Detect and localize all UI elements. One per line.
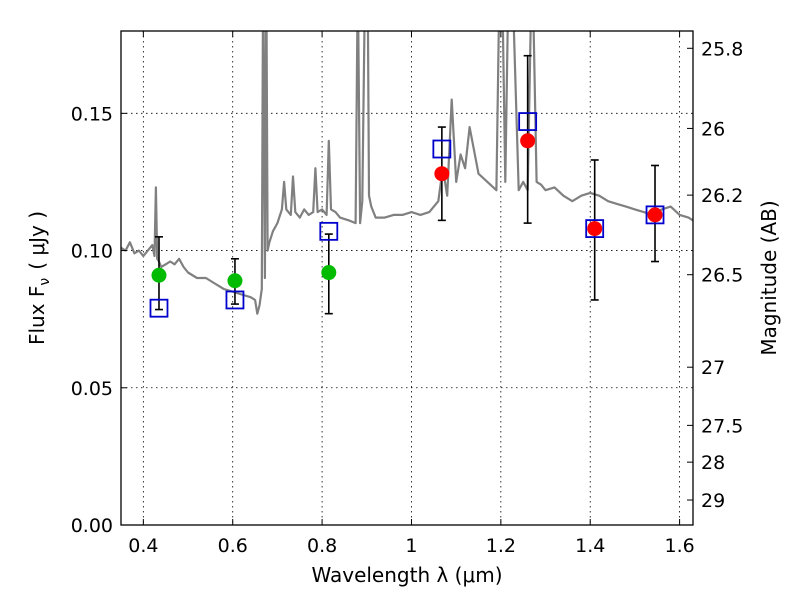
x-tick-label: 0.4 bbox=[128, 535, 158, 557]
model-photometry-square bbox=[149, 298, 169, 318]
observed-red-marker bbox=[520, 133, 536, 149]
data-point bbox=[227, 257, 243, 305]
y-tick-label: 0.15 bbox=[71, 103, 113, 125]
model-photometry-square bbox=[319, 221, 339, 241]
observed-red-marker bbox=[587, 221, 603, 237]
model-photometry-square bbox=[518, 112, 538, 131]
y2-tick-label: 29 bbox=[701, 490, 725, 512]
data-point bbox=[434, 126, 450, 222]
model-photometry-square bbox=[225, 290, 245, 310]
y2-tick-label: 28 bbox=[701, 452, 725, 474]
y-axis-title-main: Flux F bbox=[25, 286, 49, 345]
data-point bbox=[520, 54, 536, 224]
y-axis-title: Flux Fν ( μJy ) bbox=[25, 211, 53, 345]
spectrum-layer bbox=[121, 31, 693, 315]
y-tick-label: 0.00 bbox=[71, 515, 113, 537]
y2-tick-label: 25.8 bbox=[701, 38, 743, 60]
observed-green-marker bbox=[151, 267, 167, 283]
y2-tick-label: 26 bbox=[701, 118, 725, 140]
x-tick-label: 0.8 bbox=[307, 535, 337, 557]
x-tick-label: 1 bbox=[405, 535, 417, 557]
data-point bbox=[647, 164, 663, 263]
y-axis-title-sub: ν bbox=[37, 278, 53, 286]
data-point bbox=[321, 233, 337, 315]
x-tick-label: 0.6 bbox=[218, 535, 248, 557]
grid-lines bbox=[121, 31, 693, 525]
x-tick-label: 1.2 bbox=[486, 535, 516, 557]
y2-tick-label: 26.2 bbox=[701, 185, 743, 207]
axis-ticks: 0.4 0.6 0.8 1 1.2 1.4 1.6 0.00 0.05 0.10 0.15 25.8 2… bbox=[71, 31, 743, 557]
plot-frame bbox=[120, 30, 694, 526]
y-tick-label: 0.05 bbox=[71, 378, 113, 400]
x-tick-label: 1.6 bbox=[664, 535, 694, 557]
y-tick-label: 0.10 bbox=[71, 241, 113, 263]
observed-red-marker bbox=[434, 166, 450, 182]
observed-green-marker bbox=[227, 273, 243, 289]
y2-axis-title: Magnitude (AB) bbox=[757, 200, 781, 355]
data-points-layer bbox=[149, 54, 665, 318]
y2-tick-label: 27 bbox=[701, 357, 725, 379]
y-axis-title-unit: ( μJy ) bbox=[25, 211, 49, 270]
observed-green-marker bbox=[321, 265, 337, 281]
model-photometry-square bbox=[585, 219, 605, 239]
y2-tick-label: 26.5 bbox=[701, 265, 743, 287]
model-photometry-square bbox=[645, 205, 665, 225]
y2-tick-label: 27.5 bbox=[701, 415, 743, 437]
model-photometry-square bbox=[432, 139, 452, 159]
data-point bbox=[151, 236, 167, 311]
data-point bbox=[587, 159, 603, 301]
spectrum-line bbox=[121, 31, 693, 315]
x-tick-label: 1.4 bbox=[575, 535, 605, 557]
observed-red-marker bbox=[647, 207, 663, 223]
x-axis-title: Wavelength λ (μm) bbox=[311, 563, 502, 587]
